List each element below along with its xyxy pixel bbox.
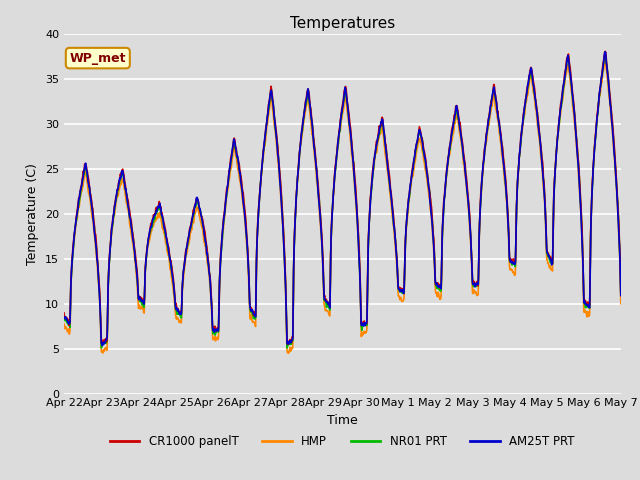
- CR1000 panelT: [359, 319, 367, 325]
- NR01 PRT: [568, 85, 575, 91]
- HMP: [568, 90, 575, 96]
- CR1000 panelT: [284, 342, 292, 348]
- Title: Temperatures: Temperatures: [290, 16, 395, 31]
- Line: CR1000 panelT: CR1000 panelT: [64, 51, 621, 345]
- AM25T PRT: [99, 343, 106, 348]
- CR1000 panelT: [216, 287, 223, 293]
- CR1000 panelT: [584, 300, 591, 306]
- CR1000 panelT: [617, 291, 625, 297]
- AM25T PRT: [568, 85, 575, 91]
- HMP: [216, 291, 223, 297]
- HMP: [285, 350, 292, 356]
- Line: AM25T PRT: AM25T PRT: [64, 52, 621, 346]
- AM25T PRT: [584, 302, 591, 308]
- NR01 PRT: [371, 155, 379, 160]
- HMP: [371, 156, 379, 162]
- Legend: CR1000 panelT, HMP, NR01 PRT, AM25T PRT: CR1000 panelT, HMP, NR01 PRT, AM25T PRT: [105, 430, 580, 453]
- CR1000 panelT: [504, 221, 512, 227]
- NR01 PRT: [504, 222, 512, 228]
- Line: NR01 PRT: NR01 PRT: [64, 53, 621, 348]
- NR01 PRT: [617, 291, 625, 297]
- AM25T PRT: [371, 153, 379, 158]
- CR1000 panelT: [568, 82, 575, 88]
- AM25T PRT: [617, 293, 625, 299]
- Line: HMP: HMP: [64, 61, 621, 353]
- AM25T PRT: [602, 49, 609, 55]
- CR1000 panelT: [60, 310, 68, 316]
- HMP: [359, 332, 367, 338]
- NR01 PRT: [216, 287, 223, 293]
- NR01 PRT: [359, 322, 367, 328]
- HMP: [617, 301, 625, 307]
- AM25T PRT: [60, 315, 68, 321]
- AM25T PRT: [504, 226, 512, 231]
- HMP: [601, 58, 609, 64]
- AM25T PRT: [216, 279, 223, 285]
- CR1000 panelT: [601, 48, 609, 54]
- HMP: [584, 312, 591, 318]
- X-axis label: Time: Time: [327, 414, 358, 427]
- NR01 PRT: [584, 303, 591, 309]
- Y-axis label: Temperature (C): Temperature (C): [26, 163, 40, 264]
- NR01 PRT: [601, 50, 609, 56]
- CR1000 panelT: [371, 152, 379, 157]
- HMP: [60, 321, 68, 327]
- Text: WP_met: WP_met: [70, 51, 126, 65]
- HMP: [504, 229, 512, 235]
- AM25T PRT: [359, 320, 367, 326]
- NR01 PRT: [284, 345, 291, 351]
- NR01 PRT: [60, 316, 68, 322]
